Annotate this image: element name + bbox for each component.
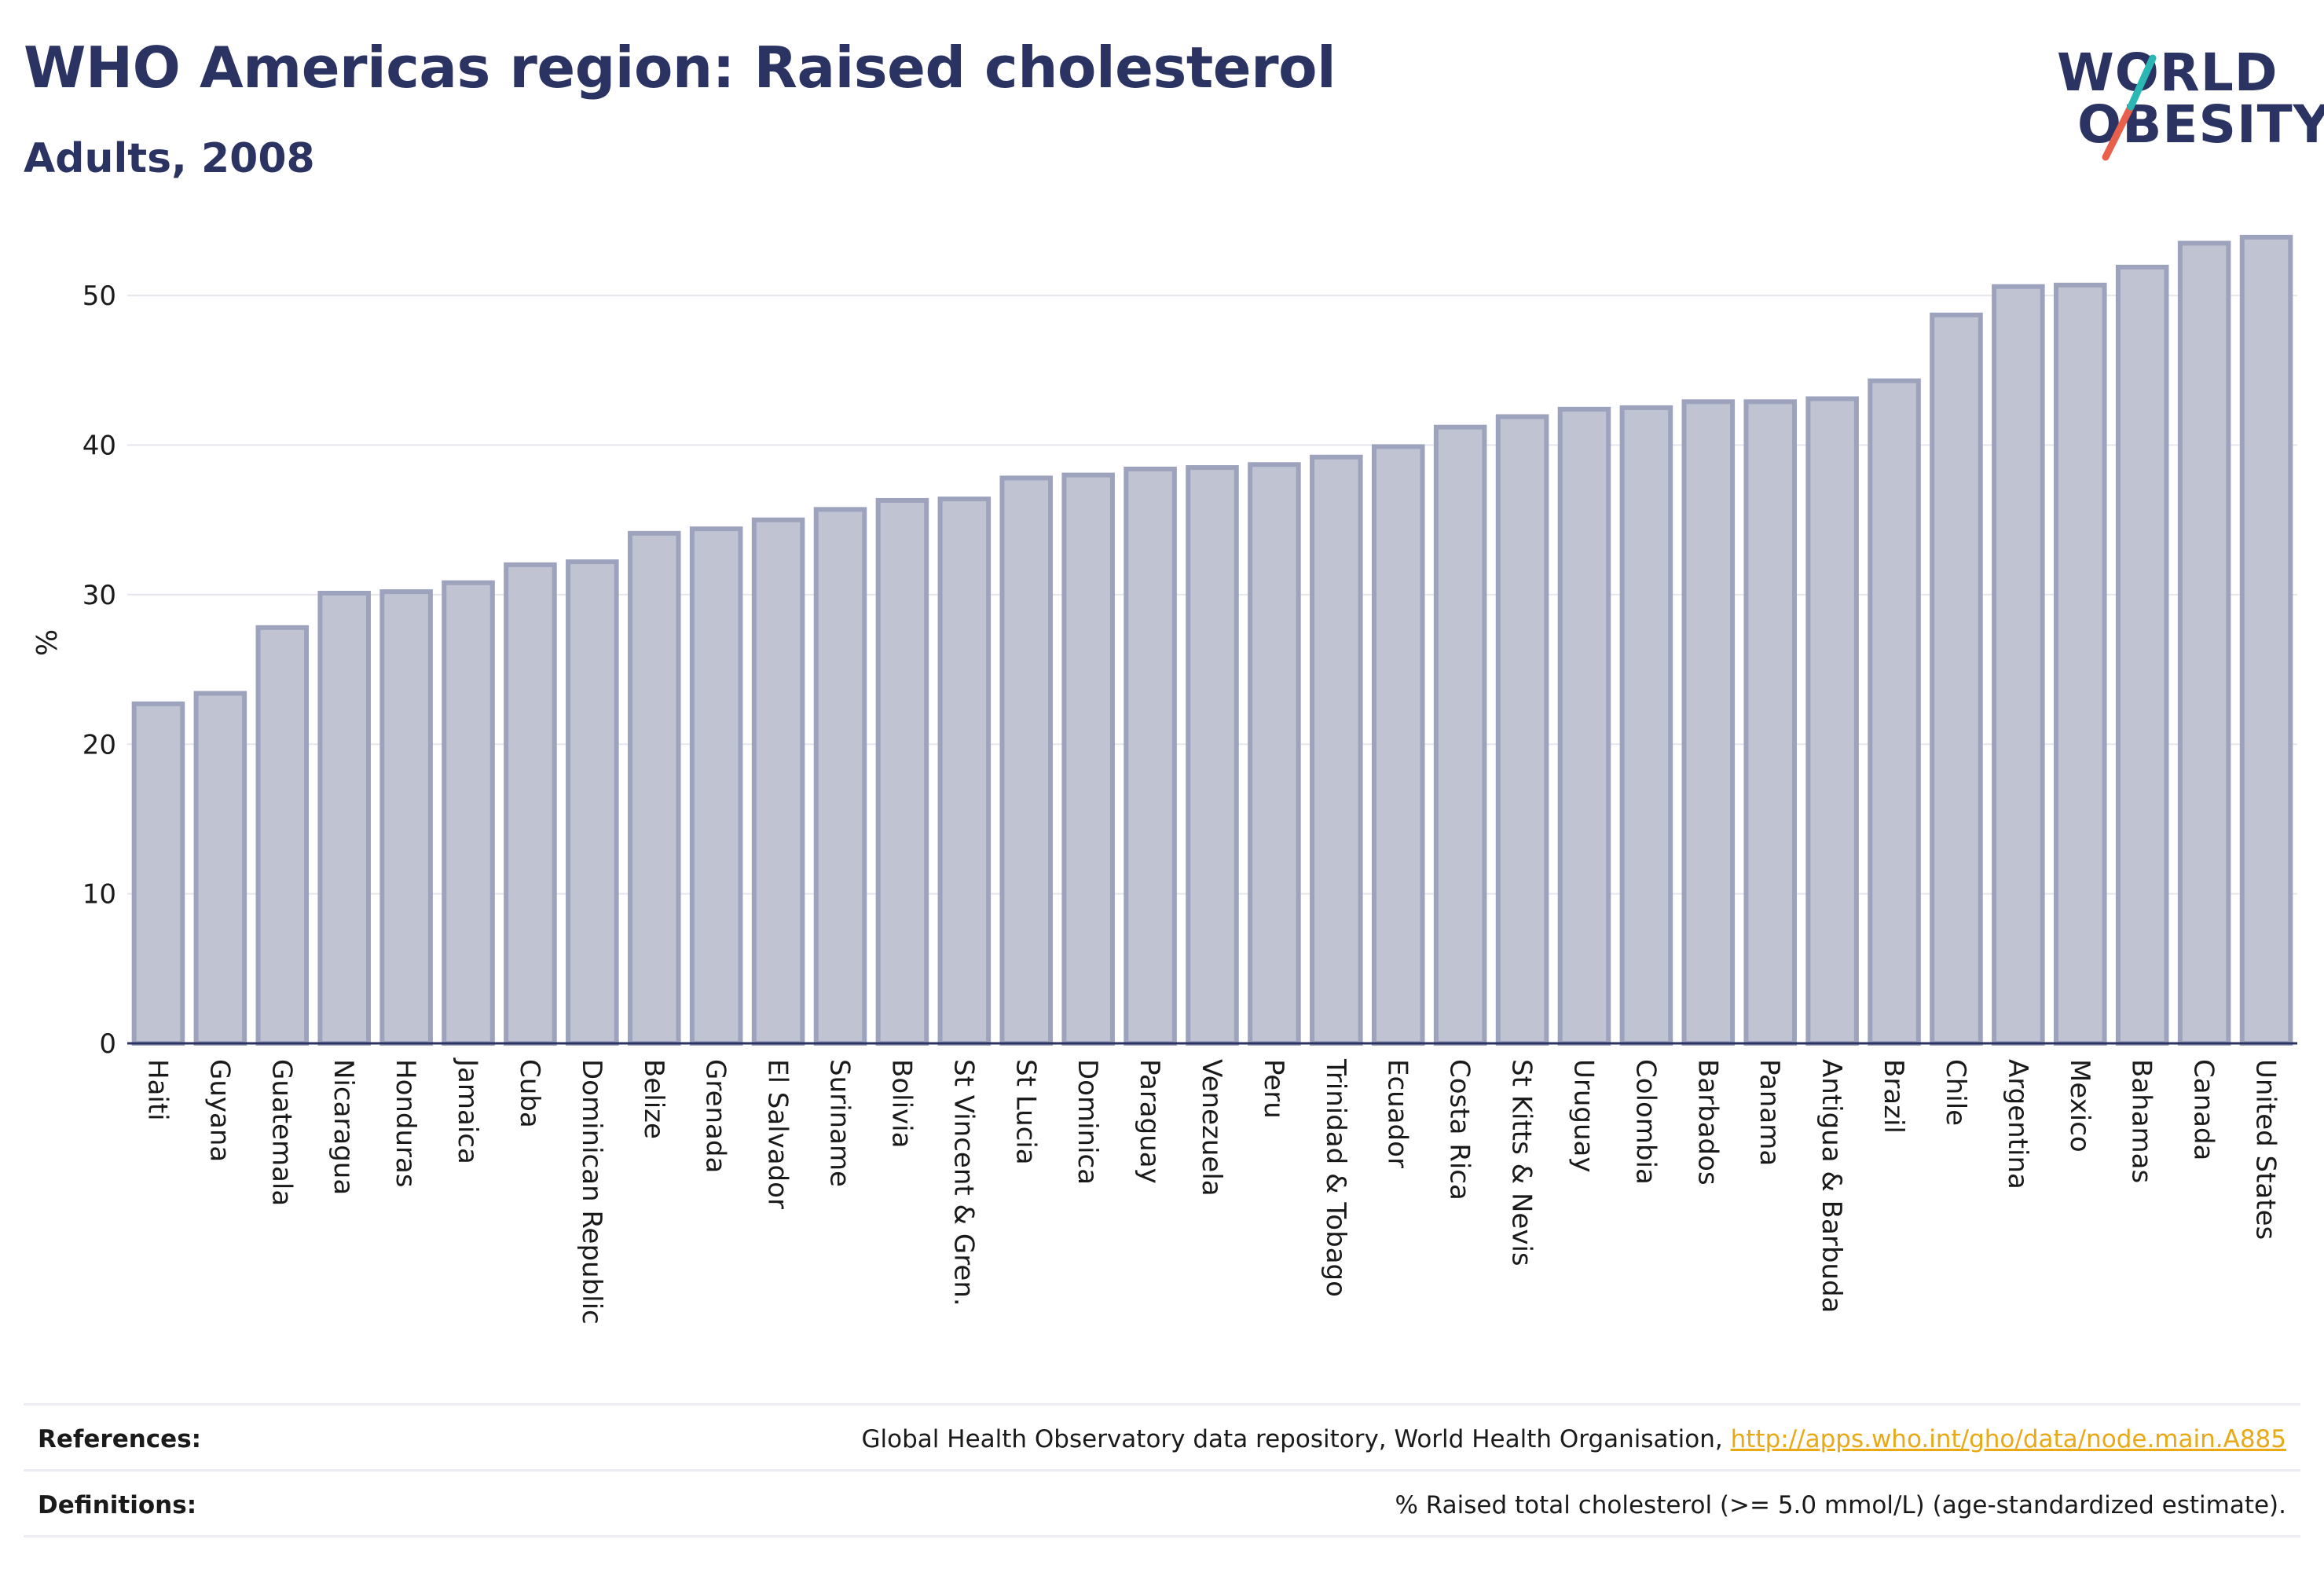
bar: [317, 590, 371, 1046]
bar: [255, 625, 310, 1046]
x-tick-label: Guatemala: [266, 1059, 297, 1206]
bar: [1248, 462, 1301, 1046]
bar: [999, 475, 1054, 1046]
bar: [1433, 424, 1487, 1046]
x-tick-label: Venezuela: [1196, 1059, 1227, 1197]
x-tick-label: Canada: [2188, 1059, 2220, 1160]
bar: [1619, 405, 1673, 1046]
bar: [1310, 454, 1363, 1046]
bar: [1061, 472, 1115, 1046]
x-tick-label: United States: [2250, 1059, 2282, 1240]
x-tick-label: Jamaica: [452, 1057, 483, 1164]
bar: [2177, 240, 2231, 1046]
x-tick-label: Haiti: [141, 1059, 173, 1121]
bar: [566, 559, 619, 1046]
bar: [751, 517, 805, 1046]
x-tick-label: Honduras: [390, 1059, 421, 1188]
bar-chart: 0 10 20 30 40 50% Haiti Guyana Guatemala Nicaragu…: [31, 234, 2297, 1325]
definitions-label: Definitions:: [38, 1491, 197, 1519]
x-tick-label: Argentina: [2002, 1059, 2033, 1189]
bar: [1124, 466, 1177, 1046]
x-tick-label: Antigua & Barbuda: [1816, 1059, 1847, 1313]
x-tick-label: St Lucia: [1010, 1059, 1041, 1165]
x-tick-label: Chile: [1940, 1059, 1971, 1126]
logo-line-1: WORLD: [2057, 42, 2278, 103]
bar: [1186, 465, 1239, 1046]
x-tick-label: El Salvador: [762, 1059, 794, 1209]
x-tick-label: St Kitts & Nevis: [1506, 1059, 1538, 1266]
bar: [1681, 399, 1736, 1046]
y-tick-label: 50: [82, 280, 116, 312]
bar: [193, 691, 247, 1046]
bar: [1805, 396, 1859, 1046]
bar: [1371, 444, 1425, 1046]
bar: [379, 589, 433, 1046]
bar: [131, 701, 185, 1046]
bar: [1868, 378, 1921, 1046]
bar: [1992, 284, 2045, 1046]
bar: [1930, 312, 1983, 1046]
x-tick-label: Guyana: [203, 1059, 235, 1162]
x-tick-label: Colombia: [1629, 1059, 1661, 1185]
footer-divider: [24, 1403, 2300, 1406]
references-text: Global Health Observatory data repositor…: [861, 1425, 1731, 1453]
x-tick-label: Ecuador: [1382, 1059, 1413, 1168]
definitions-row: Definitions: % Raised total cholesterol …: [24, 1474, 2300, 1537]
x-tick-label: St Vincent & Gren.: [948, 1059, 979, 1307]
x-tick-label: Peru: [1258, 1059, 1289, 1119]
bar: [2239, 234, 2293, 1046]
x-tick-label: Barbados: [1692, 1059, 1723, 1186]
x-tick-label: Bahamas: [2126, 1059, 2157, 1183]
bar: [504, 562, 557, 1046]
bar: [2115, 264, 2169, 1046]
x-tick-label: Panama: [1754, 1059, 1785, 1166]
x-tick-label: Costa Rica: [1444, 1059, 1475, 1200]
bar: [442, 580, 495, 1046]
x-tick-label: Mexico: [2064, 1059, 2095, 1153]
bar: [2054, 282, 2107, 1046]
x-tick-label: Belize: [638, 1059, 669, 1139]
footer-divider: [24, 1469, 2300, 1472]
references-row: References: Global Health Observatory da…: [24, 1408, 2300, 1471]
bar: [937, 497, 992, 1046]
x-tick-label: Nicaragua: [328, 1059, 359, 1195]
y-tick-label: 20: [82, 729, 116, 761]
bar: [875, 497, 929, 1046]
chart-title: WHO Americas region: Raised cholesterol: [24, 35, 1336, 101]
bar: [813, 507, 867, 1046]
references-label: References:: [38, 1425, 202, 1453]
bar: [689, 526, 743, 1046]
x-tick-label: Paraguay: [1134, 1059, 1165, 1184]
footer-divider: [24, 1535, 2300, 1538]
x-tick-label: Dominican Republic: [576, 1059, 607, 1325]
x-tick-label: Uruguay: [1567, 1059, 1599, 1173]
bar: [1743, 399, 1798, 1046]
x-tick-label: Cuba: [514, 1059, 545, 1128]
x-tick-label: Suriname: [824, 1059, 856, 1187]
y-axis-label: %: [31, 629, 64, 656]
y-tick-label: 30: [82, 580, 116, 611]
bar: [1495, 414, 1549, 1046]
chart-subtitle: Adults, 2008: [24, 135, 315, 182]
references-value: Global Health Observatory data repositor…: [862, 1425, 2300, 1453]
references-link[interactable]: http://apps.who.int/gho/data/node.main.A…: [1730, 1425, 2286, 1453]
definitions-text: % Raised total cholesterol (>= 5.0 mmol/…: [1395, 1491, 2286, 1519]
x-tick-label: Grenada: [700, 1059, 731, 1173]
x-tick-label: Bolivia: [885, 1059, 917, 1148]
y-tick-label: 40: [82, 431, 116, 462]
bar: [1557, 406, 1611, 1046]
x-tick-label: Brazil: [1878, 1059, 1909, 1134]
y-tick-label: 10: [82, 879, 116, 911]
x-tick-label: Dominica: [1072, 1059, 1103, 1185]
world-obesity-logo: WORLD OBESITY: [2043, 31, 2324, 173]
bar: [627, 530, 681, 1046]
logo-slash-icon: [2102, 54, 2157, 161]
x-tick-label: Trinidad & Tobago: [1320, 1058, 1351, 1297]
y-tick-label: 0: [99, 1028, 116, 1060]
